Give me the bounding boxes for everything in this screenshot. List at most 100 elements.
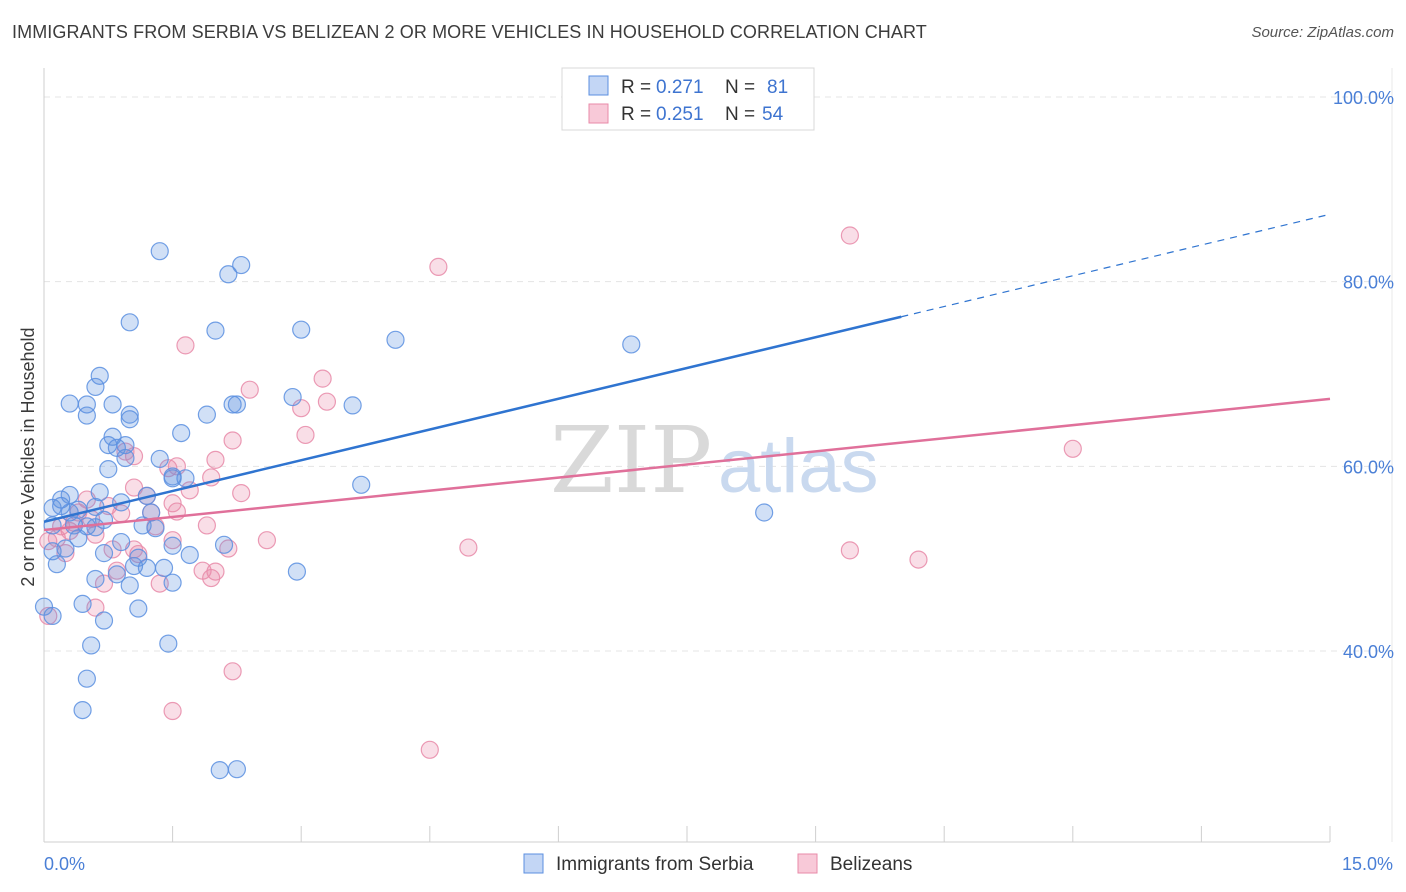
data-point xyxy=(52,490,71,509)
legend-box: R = 0.271 N = 81 R = 0.251 N = 54 xyxy=(561,67,815,131)
x-tick-label: 15.0% xyxy=(1342,854,1393,874)
data-point xyxy=(1063,439,1082,458)
legend-swatch-belize xyxy=(588,103,609,124)
data-point xyxy=(386,330,405,349)
data-point xyxy=(120,410,139,429)
y-tick-label: 60.0% xyxy=(1343,457,1394,477)
y-tick-label: 80.0% xyxy=(1343,273,1394,293)
legend-n-belize: 54 xyxy=(762,104,784,125)
legend-n-label: N = xyxy=(725,77,755,98)
y-tick-label: 40.0% xyxy=(1343,642,1394,662)
data-point xyxy=(210,761,229,780)
data-point xyxy=(840,226,859,245)
data-point xyxy=(60,485,79,505)
data-point xyxy=(39,606,58,626)
data-point xyxy=(124,478,144,497)
data-point xyxy=(86,569,105,589)
data-point xyxy=(56,539,75,558)
gridlines xyxy=(44,96,1392,652)
data-point xyxy=(343,396,362,415)
data-point xyxy=(150,242,169,261)
data-point xyxy=(232,484,251,503)
data-point xyxy=(219,265,238,284)
data-point xyxy=(197,405,216,424)
data-point xyxy=(232,255,251,275)
chart-title: IMMIGRANTS FROM SERBIA VS BELIZEAN 2 OR … xyxy=(12,22,927,42)
axes xyxy=(43,68,1393,843)
data-point xyxy=(94,510,114,529)
data-point xyxy=(154,558,174,578)
data-point xyxy=(116,448,135,468)
data-point xyxy=(176,469,195,488)
data-point xyxy=(176,336,195,355)
data-point xyxy=(206,562,225,581)
data-point xyxy=(313,369,332,388)
legend-r-label: R = xyxy=(621,77,651,98)
data-point xyxy=(60,394,79,413)
trend-line-belize xyxy=(43,397,1331,532)
data-point xyxy=(77,669,96,688)
watermark-atlas: atlas xyxy=(718,424,879,509)
data-point xyxy=(352,475,371,494)
data-point xyxy=(197,516,216,535)
data-point xyxy=(206,321,225,340)
data-point xyxy=(77,395,96,414)
data-point xyxy=(163,701,182,721)
data-point xyxy=(94,611,114,630)
data-point xyxy=(163,531,182,550)
bottom-legend-belize: Belizeans xyxy=(830,854,912,875)
legend-swatch-serbia xyxy=(588,75,609,96)
data-point xyxy=(90,366,109,385)
data-point xyxy=(257,531,277,550)
data-point xyxy=(172,423,191,443)
data-point xyxy=(206,450,225,469)
data-point xyxy=(129,599,148,618)
x-tick-labels: 0.0% 15.0% xyxy=(44,854,1393,874)
data-point xyxy=(150,449,169,469)
data-point xyxy=(73,700,92,720)
data-point xyxy=(163,469,182,488)
bottom-legend: Immigrants from Serbia Belizeans xyxy=(523,853,912,875)
data-point xyxy=(227,395,246,414)
data-point xyxy=(163,494,182,513)
data-point xyxy=(317,392,337,411)
data-point xyxy=(840,541,859,560)
bottom-legend-serbia: Immigrants from Serbia xyxy=(556,854,754,875)
data-point xyxy=(120,576,139,595)
data-point xyxy=(94,544,114,563)
data-point xyxy=(227,760,246,779)
bottom-legend-swatch-belize xyxy=(797,853,818,874)
data-point xyxy=(909,550,928,569)
legend-n-serbia: 81 xyxy=(767,77,788,98)
data-point xyxy=(94,574,114,593)
data-point xyxy=(146,519,165,538)
data-point xyxy=(99,460,118,479)
data-point xyxy=(90,483,109,502)
data-point xyxy=(107,565,126,584)
data-point xyxy=(47,555,66,574)
legend-r-label: R = xyxy=(621,104,651,125)
legend-r-serbia: 0.271 xyxy=(656,77,704,98)
legend-n-label: N = xyxy=(725,104,755,125)
y-tick-labels: 40.0% 60.0% 80.0% 100.0% xyxy=(1333,88,1394,662)
y-axis-label: 2 or more Vehicles in Household xyxy=(18,327,38,586)
data-point xyxy=(214,535,234,554)
legend-r-belize: 0.251 xyxy=(656,104,704,125)
data-point xyxy=(159,634,178,653)
data-point xyxy=(163,536,182,555)
data-point xyxy=(82,636,101,655)
trend-line-serbia xyxy=(43,315,902,523)
data-point xyxy=(120,405,139,424)
data-point xyxy=(622,335,641,354)
trend-line-serbia-extension xyxy=(901,213,1331,318)
data-point xyxy=(103,427,122,446)
data-point xyxy=(43,606,62,626)
data-point xyxy=(180,545,199,565)
data-point xyxy=(163,573,182,592)
data-point xyxy=(103,395,122,414)
data-point xyxy=(86,377,105,397)
data-point xyxy=(296,425,315,445)
data-point xyxy=(240,380,259,399)
data-point xyxy=(459,538,478,557)
data-point xyxy=(223,395,242,414)
